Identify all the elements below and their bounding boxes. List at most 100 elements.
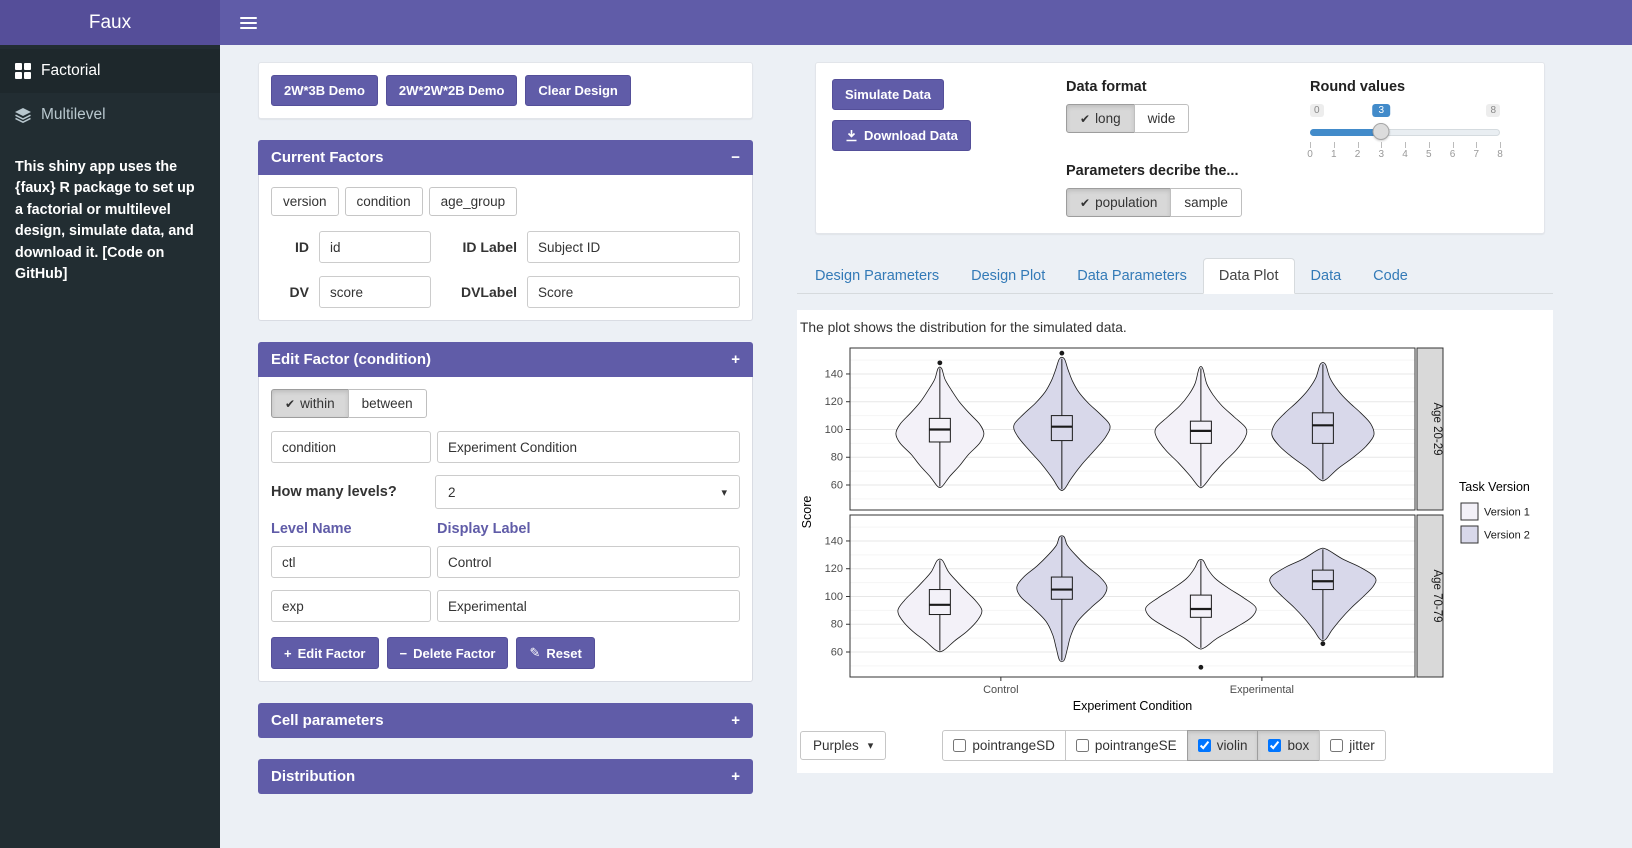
panel-title: Distribution [271, 768, 356, 785]
top-navbar: Faux [0, 0, 1632, 45]
option-label: pointrangeSD [972, 738, 1055, 753]
factor-chip-row: version condition age_group [271, 187, 740, 216]
edit-factor-header[interactable]: Edit Factor (condition) + [258, 342, 753, 377]
tab-code[interactable]: Code [1373, 268, 1408, 284]
demo-2w2w2b-button[interactable]: 2W*2W*2B Demo [385, 75, 518, 106]
chevron-down-icon: ▾ [721, 486, 727, 499]
level-row [271, 590, 740, 622]
reset-icon: ✎ [529, 645, 541, 660]
edit-factor-panel: Edit Factor (condition) + ✔ within ✔ bet… [258, 342, 753, 682]
dv-input[interactable] [319, 276, 431, 308]
svg-text:Age 70-79: Age 70-79 [1431, 569, 1443, 622]
app-logo[interactable]: Faux [0, 0, 220, 45]
tab-data-plot[interactable]: Data Plot [1202, 258, 1295, 294]
svg-text:Score: Score [800, 496, 814, 529]
tab-design-plot[interactable]: Design Plot [971, 268, 1046, 284]
violin-checkbox[interactable] [1197, 739, 1211, 752]
button-label: Edit Factor [297, 645, 366, 661]
reset-button[interactable]: ✎ Reset [516, 637, 595, 669]
collapse-icon[interactable]: + [731, 351, 740, 368]
tab-data-parameters[interactable]: Data Parameters [1077, 268, 1187, 284]
slider-handle[interactable] [1372, 123, 1390, 140]
tab-design-parameters[interactable]: Design Parameters [815, 268, 940, 284]
slider-min-label: 0 [1310, 104, 1324, 117]
long-button[interactable]: ✔ long [1066, 104, 1135, 133]
toggle-label: population [1095, 195, 1158, 210]
factor-display-input[interactable] [437, 431, 740, 463]
download-data-button[interactable]: Download Data [832, 120, 971, 151]
demo-2w3b-button[interactable]: 2W*3B Demo [271, 75, 378, 106]
option-pointrangeSD[interactable]: pointrangeSD [942, 730, 1066, 761]
sidebar-item-factorial[interactable]: Factorial [0, 49, 220, 93]
grid-icon [15, 63, 31, 79]
level-name-input[interactable] [271, 546, 431, 578]
id-input[interactable] [319, 231, 431, 263]
sidebar-toggle-icon[interactable] [234, 11, 263, 35]
levels-count-select[interactable]: 2 ▾ [435, 475, 740, 509]
level-label-input[interactable] [437, 590, 740, 622]
svg-text:120: 120 [825, 396, 843, 408]
svg-text:140: 140 [825, 535, 843, 547]
delete-factor-button[interactable]: − Delete Factor [386, 637, 509, 669]
svg-text:80: 80 [831, 452, 843, 464]
wide-button[interactable]: ✔ wide [1133, 104, 1190, 133]
level-row [271, 546, 740, 578]
id-display-input[interactable] [527, 231, 740, 263]
plot-option-group: pointrangeSD pointrangeSE violin bo [942, 730, 1386, 761]
svg-text:100: 100 [825, 591, 843, 603]
slider-max-label: 8 [1486, 104, 1500, 117]
factor-chip-age-group[interactable]: age_group [428, 187, 518, 216]
cell-parameters-header[interactable]: Cell parameters + [258, 703, 753, 738]
collapse-icon[interactable]: − [731, 149, 740, 166]
collapse-icon[interactable]: + [731, 712, 740, 729]
population-button[interactable]: ✔ population [1066, 188, 1172, 217]
id-label: ID [295, 239, 309, 255]
within-button[interactable]: ✔ within [271, 389, 349, 418]
simulate-card: Simulate Data Download Data Data format … [815, 62, 1545, 234]
button-label: Delete Factor [413, 645, 496, 661]
sidebar-item-multilevel[interactable]: Multilevel [0, 93, 220, 137]
svg-text:60: 60 [831, 480, 843, 492]
factor-chip-condition[interactable]: condition [344, 187, 423, 216]
option-pointrangeSE[interactable]: pointrangeSE [1064, 730, 1188, 761]
tab-data[interactable]: Data [1310, 268, 1342, 284]
factor-chip-version[interactable]: version [271, 187, 339, 216]
sample-button[interactable]: ✔ sample [1170, 188, 1242, 217]
svg-text:120: 120 [825, 563, 843, 575]
panel-title: Edit Factor (condition) [271, 351, 431, 368]
dv-display-input[interactable] [527, 276, 740, 308]
github-link[interactable]: [Code on GitHub] [15, 244, 165, 283]
level-name-input[interactable] [271, 590, 431, 622]
palette-dropdown[interactable]: Purples ▾ [800, 731, 887, 760]
factor-name-input[interactable] [271, 431, 431, 463]
edit-factor-button[interactable]: + Edit Factor [271, 637, 379, 669]
option-jitter[interactable]: jitter [1319, 730, 1386, 761]
option-box[interactable]: box [1257, 730, 1321, 761]
pointrangeSD-checkbox[interactable] [953, 739, 967, 752]
collapse-icon[interactable]: + [731, 768, 740, 785]
simulate-data-button[interactable]: Simulate Data [832, 79, 944, 110]
dropdown-label: Purples [813, 738, 859, 753]
cell-parameters-panel: Cell parameters + [258, 703, 753, 738]
button-label: Reset [546, 645, 582, 661]
option-label: jitter [1349, 738, 1375, 753]
between-button[interactable]: ✔ between [347, 389, 427, 418]
option-violin[interactable]: violin [1186, 730, 1259, 761]
display-label-header: Display Label [437, 521, 531, 537]
check-icon: ✔ [1080, 195, 1091, 210]
data-plot: 60 80 100 120 140 60 80 100 120 140 Age 20-29 Age 7… [800, 347, 1530, 713]
distribution-header[interactable]: Distribution + [258, 759, 753, 794]
factor-type-toggle: ✔ within ✔ between [271, 389, 427, 418]
current-factors-header[interactable]: Current Factors − [258, 140, 753, 175]
level-label-input[interactable] [437, 546, 740, 578]
current-factors-panel: Current Factors − version condition age_… [258, 140, 753, 321]
svg-text:100: 100 [825, 424, 843, 436]
levels-question: How many levels? [271, 484, 397, 500]
pointrangeSE-checkbox[interactable] [1075, 739, 1089, 752]
clear-design-button[interactable]: Clear Design [525, 75, 631, 106]
dv-label-label: DVLabel [460, 284, 517, 300]
jitter-checkbox[interactable] [1330, 739, 1344, 752]
box-checkbox[interactable] [1268, 739, 1282, 752]
panel-title: Cell parameters [271, 712, 384, 729]
